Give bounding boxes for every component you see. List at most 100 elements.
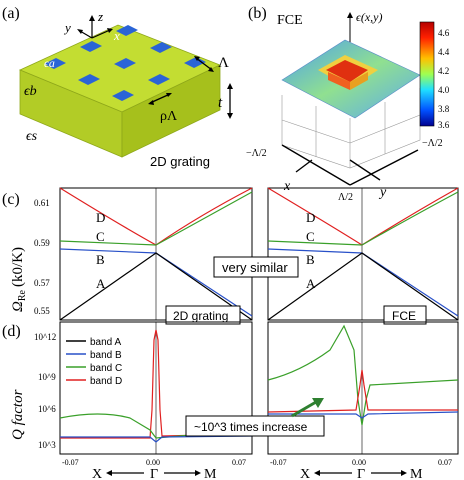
xaxis-X: X xyxy=(300,467,310,480)
legend-label: band B xyxy=(90,350,122,361)
colorbar-tick: 4.2 xyxy=(438,66,449,76)
lambda-label: Λ xyxy=(218,55,229,71)
plateau-side xyxy=(328,72,350,90)
half-x: Λ/2 xyxy=(338,192,353,203)
xaxis-Gamma: Γ xyxy=(150,467,158,480)
arrowhead xyxy=(401,470,407,476)
eps-arrowhead xyxy=(347,12,353,18)
axis-y-label: y xyxy=(63,20,71,35)
xaxis-right: X Γ M xyxy=(300,467,423,480)
yticks-c: 0.61 0.59 0.57 0.55 xyxy=(34,198,50,316)
holes xyxy=(44,25,206,101)
colorbar-tick: 4.4 xyxy=(438,47,450,57)
surface-plateau xyxy=(326,60,368,82)
eps-a-label: ϵa xyxy=(44,56,55,70)
xticks-d-right: -0.07 0.00 0.07 xyxy=(270,458,452,467)
frame-d-right xyxy=(267,321,459,455)
arrow-z xyxy=(89,15,95,21)
hole xyxy=(78,74,100,85)
band-letter: B xyxy=(306,252,315,267)
tag-very-similar: very similar xyxy=(222,260,288,275)
annotation-arrow xyxy=(291,400,317,418)
band-letter: A xyxy=(96,276,106,291)
ytick-c: 0.57 xyxy=(34,278,50,288)
arrow-y xyxy=(77,29,83,34)
fce-title: FCE xyxy=(277,13,303,28)
eps-b-label: ϵb xyxy=(24,84,37,99)
caption-2d-grating: 2D grating xyxy=(150,154,210,169)
frame-c-right xyxy=(267,187,459,321)
ytick-d: 10^12 xyxy=(34,332,56,342)
hole xyxy=(150,42,172,53)
band-C-curve xyxy=(155,191,253,246)
band-letters-right: D C B A xyxy=(306,210,316,291)
hole xyxy=(116,25,138,36)
band-letter: C xyxy=(96,229,105,244)
neg-half-y: −Λ/2 xyxy=(422,138,443,149)
plateau-side xyxy=(350,72,368,90)
panel-b-label: (b) xyxy=(248,5,267,22)
band-D-q xyxy=(267,369,458,413)
arrowhead xyxy=(195,470,201,476)
annotation-box xyxy=(185,415,325,437)
eps-s-label: ϵs xyxy=(26,129,38,144)
ylabel-c: ΩRe (k0/K) xyxy=(10,247,28,312)
t-arrowhead xyxy=(227,113,233,119)
ytick-d: 10^9 xyxy=(38,372,56,382)
hole xyxy=(114,58,136,69)
neg-half-x: −Λ/2 xyxy=(246,148,267,159)
arrowhead xyxy=(314,470,320,476)
colorbar-ticks: 4.6 4.4 4.2 4.0 3.8 3.6 xyxy=(438,28,450,130)
colorbar-tick: 3.8 xyxy=(438,104,450,114)
band-letter: D xyxy=(306,210,315,225)
hole xyxy=(80,41,102,52)
band-letter: B xyxy=(96,252,105,267)
band-A-curve xyxy=(59,252,253,321)
arrow-x xyxy=(107,28,113,33)
arrowhead xyxy=(106,470,112,476)
hole xyxy=(44,58,66,69)
xtick: 0.07 xyxy=(232,458,246,467)
xaxis-X: X xyxy=(92,467,102,480)
hole xyxy=(112,90,134,101)
hole xyxy=(184,57,206,68)
rho-lambda-arrow xyxy=(149,93,171,104)
xtick: 0.00 xyxy=(146,458,160,467)
panel-d-label: (d) xyxy=(2,323,21,340)
annotation-arrowhead xyxy=(312,398,324,408)
lambda-arrowhead xyxy=(194,56,200,61)
axis-z-label: z xyxy=(97,9,103,24)
hole xyxy=(148,74,170,85)
t-arrowhead xyxy=(227,83,233,89)
band-C-curve xyxy=(361,191,459,246)
band-C-q xyxy=(59,413,253,439)
band-letters-left: D C B A xyxy=(96,210,106,291)
panel-a-label: (a) xyxy=(2,5,20,22)
tag-fce-box xyxy=(383,305,427,325)
panel-c-label: (c) xyxy=(2,191,20,208)
xtick: 0.07 xyxy=(438,458,452,467)
slab-front-right xyxy=(121,64,221,158)
panel-d: (d) 10^12 10^9 10^6 10^3 Q factor band A xyxy=(2,321,459,480)
xticks-d-left: -0.07 0.00 0.07 xyxy=(62,458,246,467)
ytick-d: 10^6 xyxy=(38,404,56,414)
ytick-d: 10^3 xyxy=(38,440,56,450)
panel-c: (c) 0.61 0.59 0.57 0.55 ΩRe (k0/K) xyxy=(2,187,459,325)
xaxis-M: M xyxy=(204,467,217,480)
xtick: 0.00 xyxy=(352,458,366,467)
legend-label: band C xyxy=(90,363,122,374)
legend-label: band A xyxy=(90,337,121,348)
axis-x-b: x xyxy=(283,179,291,194)
legend-label: band D xyxy=(90,376,122,387)
ytick-c: 0.55 xyxy=(34,306,50,316)
xtick: -0.07 xyxy=(62,458,79,467)
xaxis-left: X Γ M xyxy=(92,467,217,480)
tag-2d-grating: 2D grating xyxy=(173,309,228,323)
ytick-c: 0.59 xyxy=(34,238,50,248)
ylabel-c-omega: Ω xyxy=(10,301,26,312)
tag-fce: FCE xyxy=(392,309,416,323)
tag-very-similar-box xyxy=(213,256,299,278)
band-B-q xyxy=(268,411,459,419)
xaxis-Gamma: Γ xyxy=(357,467,365,480)
